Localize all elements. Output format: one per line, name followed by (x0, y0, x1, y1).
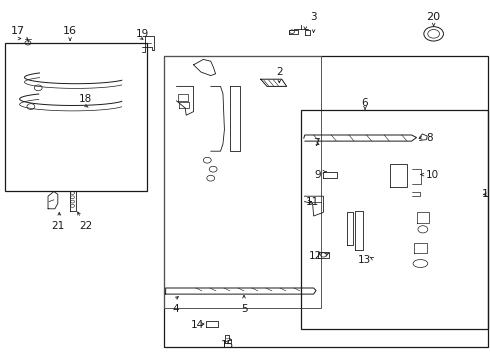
Text: 1: 1 (482, 189, 489, 199)
Text: 21: 21 (51, 221, 65, 231)
Text: 20: 20 (427, 12, 441, 22)
Bar (164, 56, 321, 308)
Text: 16: 16 (63, 26, 77, 36)
Bar (164, 56, 488, 347)
Text: 10: 10 (426, 170, 440, 180)
Text: 19: 19 (136, 29, 149, 39)
Text: 12: 12 (309, 251, 322, 261)
Text: 14: 14 (191, 320, 204, 330)
Text: 7: 7 (313, 138, 319, 148)
Text: 22: 22 (79, 221, 93, 231)
Bar (5, 43, 147, 191)
Text: 11: 11 (306, 197, 319, 207)
Text: 4: 4 (172, 304, 179, 314)
Text: 15: 15 (220, 339, 234, 350)
Bar (301, 110, 488, 329)
Text: 9: 9 (314, 170, 321, 180)
Text: 5: 5 (241, 304, 247, 314)
Text: 2: 2 (276, 67, 283, 77)
Text: 13: 13 (358, 255, 371, 265)
Text: 6: 6 (362, 98, 368, 108)
Text: 8: 8 (426, 132, 433, 143)
Text: 17: 17 (11, 26, 25, 36)
Text: 3: 3 (310, 12, 317, 22)
Text: 18: 18 (79, 94, 93, 104)
